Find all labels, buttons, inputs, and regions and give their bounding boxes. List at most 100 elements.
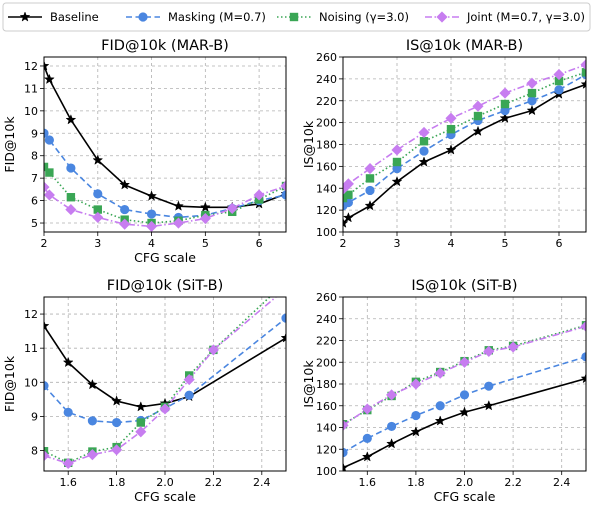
series-joint-m-0-7-3-0 bbox=[343, 320, 586, 431]
data-point bbox=[135, 401, 147, 412]
x-tick-label: 6 bbox=[556, 237, 563, 250]
y-tick-label: 8 bbox=[31, 445, 38, 458]
chart-title: FID@10k (SiT-B) bbox=[107, 278, 223, 294]
data-point bbox=[172, 217, 185, 229]
data-point bbox=[87, 416, 98, 426]
data-point bbox=[65, 203, 77, 216]
data-point bbox=[119, 179, 131, 190]
x-tick-label: 4 bbox=[448, 237, 455, 250]
y-tick-label: 180 bbox=[316, 139, 337, 152]
panel-is-sit-b: 1.6 1.8 2.0 2.2 2.4 100 120 140 160 180 200 220 240 2… bbox=[301, 278, 587, 504]
y-tick-label: 240 bbox=[316, 73, 337, 86]
series-joint-m-0-7-3-0 bbox=[44, 297, 278, 470]
y-axis-label: IS@10k bbox=[301, 360, 316, 408]
data-point bbox=[365, 185, 375, 196]
series-line bbox=[44, 325, 286, 408]
data-point bbox=[365, 174, 375, 183]
data-point bbox=[553, 68, 565, 81]
data-point bbox=[253, 189, 265, 201]
series-group bbox=[343, 320, 586, 471]
data-point bbox=[484, 381, 494, 391]
data-point bbox=[343, 419, 349, 431]
data-point bbox=[554, 85, 564, 95]
data-point bbox=[159, 403, 171, 415]
data-point bbox=[343, 447, 348, 458]
data-point bbox=[343, 217, 349, 228]
data-point bbox=[112, 417, 122, 428]
x-tick-label: 5 bbox=[502, 237, 509, 250]
data-point bbox=[527, 96, 537, 106]
data-point bbox=[183, 373, 195, 386]
data-point bbox=[580, 372, 586, 384]
data-point bbox=[66, 163, 76, 173]
data-point bbox=[111, 444, 123, 456]
y-tick-label: 200 bbox=[316, 356, 337, 369]
x-tick-label: 1.8 bbox=[108, 476, 126, 489]
data-point bbox=[173, 200, 184, 211]
data-point bbox=[361, 451, 373, 462]
data-point bbox=[199, 201, 211, 212]
data-point bbox=[392, 157, 402, 167]
y-tick-label: 9 bbox=[31, 127, 38, 140]
data-point bbox=[343, 462, 349, 471]
y-tick-label: 220 bbox=[316, 335, 337, 348]
legend-label: Baseline bbox=[50, 10, 99, 24]
data-point bbox=[483, 345, 495, 357]
series-line bbox=[44, 166, 286, 224]
y-tick-label: 140 bbox=[316, 182, 337, 195]
data-point bbox=[44, 189, 55, 201]
data-point bbox=[146, 209, 157, 219]
data-point bbox=[44, 381, 49, 391]
x-tick-label: 3 bbox=[394, 237, 401, 250]
data-point bbox=[472, 125, 484, 136]
data-point bbox=[386, 438, 398, 449]
data-point bbox=[362, 433, 372, 443]
x-axis-label: CFG scale bbox=[434, 489, 496, 504]
data-point bbox=[119, 218, 131, 230]
data-point bbox=[343, 183, 349, 195]
data-point bbox=[418, 126, 430, 139]
series-baseline bbox=[343, 372, 586, 471]
data-point bbox=[473, 111, 483, 121]
y-tick-label: 10 bbox=[24, 105, 38, 118]
chart-title: FID@10k (MAR-B) bbox=[101, 38, 229, 54]
y-tick-label: 8 bbox=[31, 150, 38, 163]
legend-item-noising-3-0: Noising (γ=3.0) bbox=[277, 10, 409, 24]
series-group bbox=[44, 278, 290, 470]
data-point bbox=[580, 59, 586, 71]
x-tick-label: 4 bbox=[148, 237, 155, 250]
data-point bbox=[86, 378, 98, 390]
y-tick-label: 6 bbox=[31, 195, 38, 208]
y-tick-label: 10 bbox=[24, 376, 38, 389]
x-tick-label: 1.6 bbox=[359, 476, 377, 489]
data-point bbox=[66, 193, 76, 202]
data-point bbox=[44, 320, 50, 331]
data-point bbox=[111, 395, 123, 406]
data-point bbox=[44, 181, 50, 193]
series-joint-m-0-7-3-0 bbox=[343, 59, 586, 195]
series-line bbox=[343, 73, 586, 207]
data-point bbox=[282, 278, 290, 286]
data-point bbox=[44, 60, 50, 71]
y-tick-label: 12 bbox=[24, 308, 38, 321]
legend-marker bbox=[138, 12, 148, 22]
x-tick-label: 1.6 bbox=[59, 476, 77, 489]
x-tick-label: 2 bbox=[41, 237, 48, 250]
x-tick-label: 2.2 bbox=[205, 476, 223, 489]
legend-marker bbox=[289, 12, 299, 22]
x-tick-label: 2.4 bbox=[553, 476, 571, 489]
axes-frame bbox=[43, 56, 287, 233]
y-tick-label: 120 bbox=[316, 204, 337, 217]
series-noising-3-0 bbox=[343, 68, 586, 203]
data-point bbox=[459, 390, 470, 400]
data-point bbox=[391, 175, 403, 187]
data-point bbox=[419, 137, 429, 146]
data-point bbox=[136, 418, 145, 427]
data-point bbox=[499, 112, 511, 123]
y-tick-label: 12 bbox=[24, 60, 38, 73]
x-axis-label: CFG scale bbox=[134, 489, 196, 504]
data-point bbox=[445, 112, 457, 124]
y-tick-label: 160 bbox=[316, 160, 337, 173]
data-point bbox=[361, 403, 373, 415]
